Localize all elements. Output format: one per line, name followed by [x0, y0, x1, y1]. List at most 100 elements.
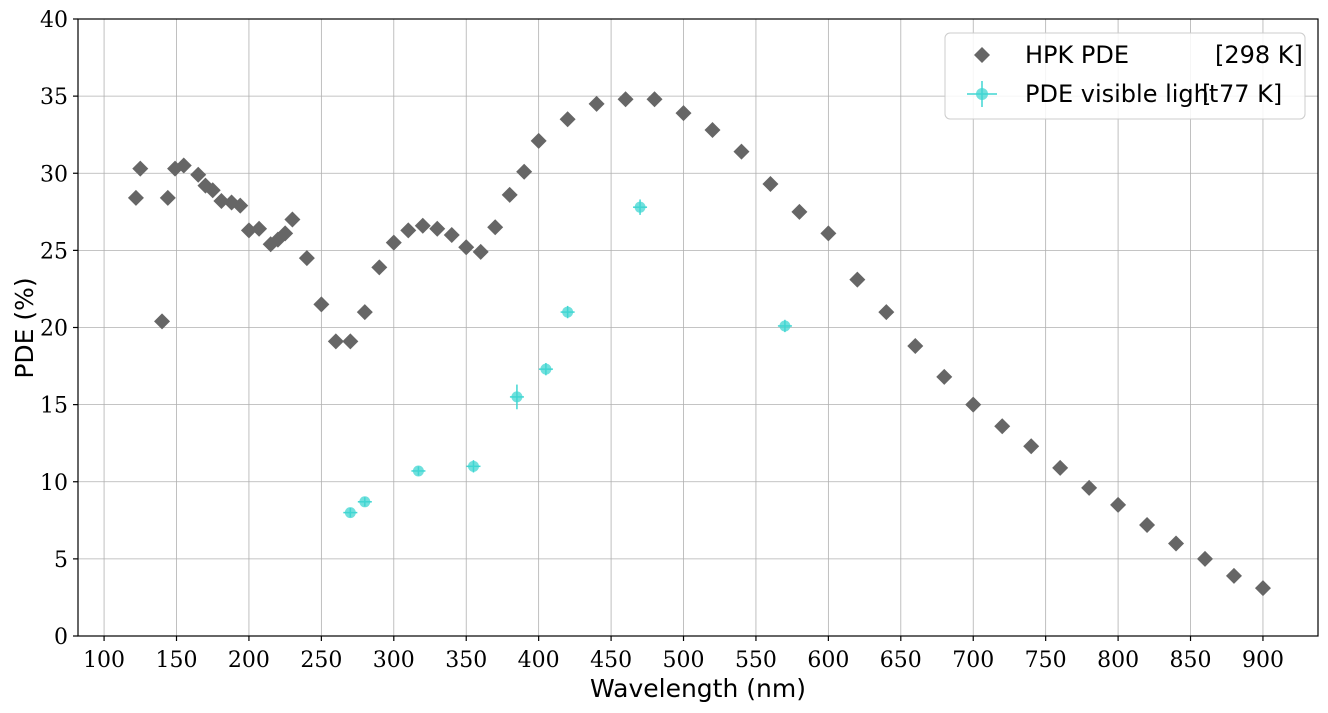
hpk-pde-point [159, 189, 176, 206]
hpk-pde-point [907, 338, 924, 355]
x-tick-label: 700 [952, 648, 994, 673]
hpk-pde-point [240, 222, 257, 239]
pde-visible-light-point [343, 507, 358, 519]
marker-circle [779, 320, 791, 332]
hpk-pde-point [501, 186, 518, 203]
hpk-pde-point [204, 182, 221, 199]
legend-temp-hpk-pde: [298 K] [1215, 41, 1303, 69]
hpk-pde-point [1081, 479, 1098, 496]
legend-label-pde-visible-light: PDE visible light [1025, 80, 1218, 108]
hpk-pde-point [429, 220, 446, 237]
hpk-pde-point [443, 226, 460, 243]
marker-circle [359, 496, 371, 508]
x-tick-label: 250 [300, 648, 342, 673]
x-tick-label: 150 [156, 648, 198, 673]
tick-layer: 100 150 200 250 300 350 400 450 500 550 600 650 700 7… [40, 8, 1284, 673]
hpk-pde-point [313, 296, 330, 313]
hpk-pde-point [994, 418, 1011, 435]
hpk-pde-point [298, 250, 315, 267]
pde-visible-light-point [357, 496, 372, 508]
hpk-pde-point [1168, 535, 1185, 552]
legend: HPK PDE [298 K] PDE visible light [ 77 K… [944, 32, 1306, 120]
y-tick-label: 5 [54, 548, 68, 573]
hpk-pde-point [1225, 567, 1242, 584]
hpk-pde-point [733, 143, 750, 160]
marker-circle [344, 507, 356, 519]
hpk-pde-point [127, 189, 144, 206]
y-tick-label: 30 [40, 162, 68, 187]
hpk-pde-point [1052, 459, 1069, 476]
hpk-pde-point [371, 259, 388, 276]
marker-circle [562, 306, 574, 318]
marker-circle [511, 391, 523, 403]
hpk-pde-point [878, 304, 895, 321]
pde-visible-light-point [777, 319, 792, 333]
y-tick-label: 10 [40, 471, 68, 496]
y-tick-label: 20 [40, 317, 68, 342]
hpk-pde-point [1139, 516, 1156, 533]
pde-visible-light-point [633, 199, 648, 215]
y-tick-label: 35 [40, 85, 68, 110]
hpk-pde-point [516, 163, 533, 180]
hpk-pde-point [1254, 580, 1271, 597]
hpk-pde-point [327, 333, 344, 350]
hpk-pde-point [132, 160, 149, 177]
hpk-pde-point [356, 304, 373, 321]
x-tick-label: 400 [518, 648, 560, 673]
hpk-pde-point [1023, 438, 1040, 455]
hpk-pde-point [530, 132, 547, 149]
legend-marker-hpk-pde [974, 47, 990, 63]
hpk-pde-point [175, 157, 192, 174]
hpk-pde-point [277, 225, 294, 242]
pde-visible-light-point [466, 460, 481, 473]
hpk-pde-point [588, 95, 605, 112]
legend-box [944, 32, 1306, 120]
hpk-pde-point [232, 197, 249, 214]
x-tick-label: 100 [83, 648, 125, 673]
legend-marker-pde-visible-light [967, 81, 997, 107]
hpk-pde-point [965, 396, 982, 413]
x-tick-label: 300 [373, 648, 415, 673]
hpk-pde-point [646, 91, 663, 108]
x-tick-label: 450 [590, 648, 632, 673]
hpk-pde-point [704, 122, 721, 139]
hpk-pde-point [385, 234, 402, 251]
hpk-pde-point [820, 225, 837, 242]
hpk-pde-point [1110, 496, 1127, 513]
hpk-pde-point [342, 333, 359, 350]
x-tick-label: 350 [445, 648, 487, 673]
hpk-pde-point [559, 111, 576, 128]
legend-circle [976, 88, 988, 100]
x-tick-label: 800 [1097, 648, 1139, 673]
marker-circle [540, 363, 552, 375]
x-tick-label: 850 [1170, 648, 1212, 673]
x-tick-label: 600 [807, 648, 849, 673]
hpk-pde-point [154, 313, 171, 330]
marker-circle [467, 460, 479, 472]
hpk-pde-point [284, 211, 301, 228]
hpk-pde-point [251, 220, 268, 237]
hpk-pde-point [487, 219, 504, 236]
y-tick-label: 15 [40, 394, 68, 419]
x-tick-label: 750 [1025, 648, 1067, 673]
y-tick-label: 40 [40, 8, 68, 33]
x-tick-label: 900 [1242, 648, 1284, 673]
y-tick-label: 0 [54, 625, 68, 650]
y-axis-title: PDE (%) [10, 277, 39, 378]
pde-visible-light-point [509, 384, 524, 410]
x-tick-label: 550 [735, 648, 777, 673]
hpk-pde-point [458, 239, 475, 256]
y-tick-label: 25 [40, 239, 68, 264]
marker-circle [412, 465, 424, 477]
hpk-pde-point [1197, 550, 1214, 567]
hpk-pde-point [190, 166, 207, 183]
hpk-pde-point [791, 203, 808, 220]
x-tick-label: 200 [228, 648, 270, 673]
x-tick-label: 500 [663, 648, 705, 673]
hpk-pde-point [617, 91, 634, 108]
pde-visible-light-point [411, 465, 426, 477]
legend-temp-pde-visible-light: [ 77 K] [1202, 80, 1282, 108]
hpk-pde-point [675, 105, 692, 122]
